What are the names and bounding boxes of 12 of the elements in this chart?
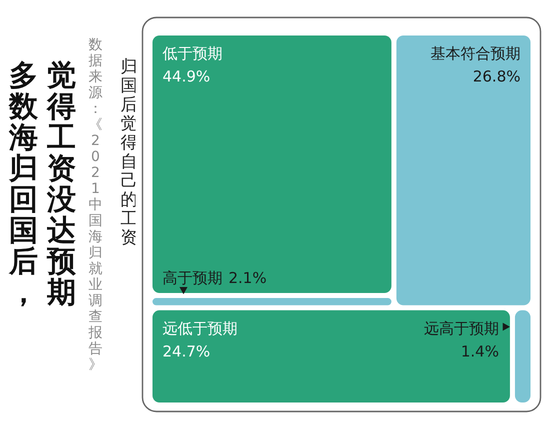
- category-label: 基本符合预期: [430, 44, 520, 62]
- chart-title: 多数海归回国后，觉得工资没达预期: [9, 58, 76, 309]
- data-label: 44.9%: [162, 68, 210, 86]
- category-label: 远高于预期: [424, 319, 499, 338]
- data-label: 24.7%: [162, 342, 210, 360]
- category-label: 高于预期: [162, 269, 222, 288]
- text: 数据来源：《2021 中国海归就业调查报告》: [88, 37, 102, 373]
- category-label: 低于预期: [162, 44, 222, 62]
- data-label: 1.4%: [460, 342, 499, 360]
- category-label: 远低于预期: [162, 319, 238, 338]
- data-label: 2.1%: [228, 269, 267, 288]
- data-label: 26.8%: [472, 68, 521, 86]
